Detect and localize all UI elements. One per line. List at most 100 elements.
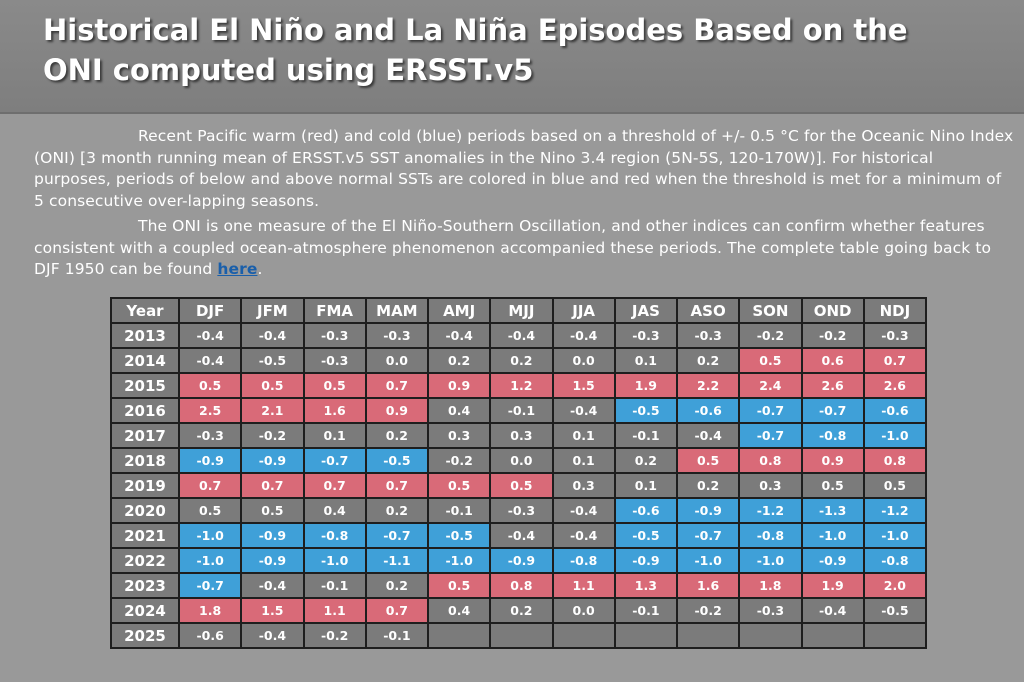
oni-value-cell: 0.4 [302, 497, 367, 524]
oni-value-cell: -0.8 [738, 522, 803, 549]
oni-value-cell: 0.4 [426, 597, 492, 624]
year-cell: 2019 [110, 472, 180, 499]
oni-value-cell: 0.5 [240, 372, 305, 399]
oni-value-cell: -0.9 [800, 547, 865, 574]
oni-value-cell: 1.6 [302, 397, 367, 424]
oni-value-cell: -0.4 [551, 322, 616, 349]
oni-value-cell: -0.3 [302, 347, 367, 374]
oni-value-cell: 1.8 [177, 597, 243, 624]
column-header-mjj: MJJ [489, 297, 554, 324]
table-row: 2018 -0.9 -0.9 -0.7 -0.5 -0.2 0.0 0.1 0.2 0.5 0.8 0… [110, 447, 928, 474]
oni-value-cell: 0.2 [426, 347, 492, 374]
oni-value-cell: 1.1 [551, 572, 616, 599]
year-cell: 2021 [110, 522, 180, 549]
oni-value-cell: 0.9 [426, 372, 492, 399]
oni-value-cell: 1.1 [302, 597, 367, 624]
oni-value-cell: 2.4 [738, 372, 803, 399]
oni-value-cell: -1.0 [862, 522, 928, 549]
column-header-jfm: JFM [240, 297, 305, 324]
oni-value-cell: -0.7 [364, 522, 430, 549]
oni-value-cell: 1.9 [800, 572, 865, 599]
oni-value-cell: 0.2 [364, 422, 430, 449]
oni-value-cell: -0.6 [613, 497, 679, 524]
oni-value-cell: 0.7 [862, 347, 928, 374]
oni-value-cell: -1.0 [302, 547, 367, 574]
table-body: 2013 -0.4 -0.4 -0.3 -0.3 -0.4 -0.4 -0.4 -0.3 -0.3… [110, 322, 928, 649]
oni-value-cell: 1.9 [613, 372, 679, 399]
oni-value-cell [738, 622, 803, 649]
oni-value-cell: -0.9 [240, 547, 305, 574]
oni-value-cell: 0.7 [177, 472, 243, 499]
year-cell: 2015 [110, 372, 180, 399]
oni-value-cell: 0.3 [489, 422, 554, 449]
here-link[interactable]: here [217, 260, 258, 278]
oni-value-cell: -1.3 [800, 497, 865, 524]
oni-value-cell: -0.1 [426, 497, 492, 524]
oni-value-cell: -0.4 [489, 522, 554, 549]
oni-value-cell: 0.3 [551, 472, 616, 499]
year-cell: 2016 [110, 397, 180, 424]
oni-value-cell: -0.7 [302, 447, 367, 474]
oni-value-cell: 2.6 [862, 372, 928, 399]
table-row: 2017 -0.3 -0.2 0.1 0.2 0.3 0.3 0.1 -0.1 -0.4 -0.7-… [110, 422, 928, 449]
oni-value-cell: 0.7 [364, 597, 430, 624]
oni-value-cell: -0.4 [177, 322, 243, 349]
oni-value-cell: -0.7 [177, 572, 243, 599]
oni-value-cell: 2.2 [675, 372, 741, 399]
year-cell: 2018 [110, 447, 180, 474]
oni-value-cell: 1.5 [240, 597, 305, 624]
oni-value-cell: -0.5 [613, 522, 679, 549]
column-header-ond: OND [800, 297, 865, 324]
oni-value-cell: 1.3 [613, 572, 679, 599]
oni-value-cell: -0.9 [675, 497, 741, 524]
oni-value-cell [800, 622, 865, 649]
oni-value-cell: -0.7 [738, 397, 803, 424]
oni-value-cell: -0.9 [489, 547, 554, 574]
oni-value-cell: -0.9 [613, 547, 679, 574]
oni-value-cell: -1.0 [177, 547, 243, 574]
year-cell: 2022 [110, 547, 180, 574]
oni-value-cell: 0.0 [551, 597, 616, 624]
oni-value-cell [489, 622, 554, 649]
oni-value-cell: -0.4 [489, 322, 554, 349]
oni-value-cell: 0.2 [613, 447, 679, 474]
oni-value-cell: -0.5 [240, 347, 305, 374]
oni-value-cell: 0.6 [800, 347, 865, 374]
oni-value-cell: 0.5 [240, 497, 305, 524]
oni-value-cell: 0.5 [862, 472, 928, 499]
oni-value-cell: -0.2 [738, 322, 803, 349]
column-header-amj: AMJ [426, 297, 492, 324]
oni-value-cell: -0.3 [613, 322, 679, 349]
year-cell: 2017 [110, 422, 180, 449]
oni-value-cell: -0.4 [551, 522, 616, 549]
table-row: 2013 -0.4 -0.4 -0.3 -0.3 -0.4 -0.4 -0.4 -0.3 -0.3… [110, 322, 928, 349]
oni-value-cell: -0.4 [240, 622, 305, 649]
table-row: 2024 1.8 1.5 1.1 0.7 0.4 0.2 0.0 -0.1 -0.2 -0.3 -0.… [110, 597, 928, 624]
oni-value-cell: -0.3 [364, 322, 430, 349]
oni-value-cell: -0.4 [800, 597, 865, 624]
column-header-aso: ASO [675, 297, 741, 324]
oni-value-cell: 0.5 [177, 372, 243, 399]
oni-value-cell: 1.5 [551, 372, 616, 399]
table-header-row: Year DJF JFM FMA MAM AMJ MJJ JJA JAS ASO SON OND NDJ [110, 297, 928, 324]
oni-value-cell: 0.5 [426, 472, 492, 499]
oni-value-cell: 0.3 [426, 422, 492, 449]
oni-value-cell: 2.0 [862, 572, 928, 599]
oni-value-cell: -0.4 [426, 322, 492, 349]
column-header-mam: MAM [364, 297, 430, 324]
oni-value-cell: 0.9 [800, 447, 865, 474]
oni-value-cell: 0.1 [551, 447, 616, 474]
oni-value-cell: -1.0 [177, 522, 243, 549]
oni-value-cell: -0.2 [800, 322, 865, 349]
oni-value-cell: -0.2 [302, 622, 367, 649]
oni-value-cell: 0.7 [364, 472, 430, 499]
oni-value-cell: -0.1 [302, 572, 367, 599]
oni-value-cell: 0.5 [426, 572, 492, 599]
oni-value-cell: -0.9 [177, 447, 243, 474]
oni-value-cell: 0.8 [862, 447, 928, 474]
oni-value-cell: 0.5 [738, 347, 803, 374]
table-row: 2016 2.5 2.1 1.6 0.9 0.4 -0.1 -0.4 -0.5 -0.6 -0.7-… [110, 397, 928, 424]
oni-value-cell: 2.6 [800, 372, 865, 399]
intro-paragraph-1: Recent Pacific warm (red) and cold (blue… [34, 127, 1014, 210]
oni-value-cell: -0.5 [862, 597, 928, 624]
